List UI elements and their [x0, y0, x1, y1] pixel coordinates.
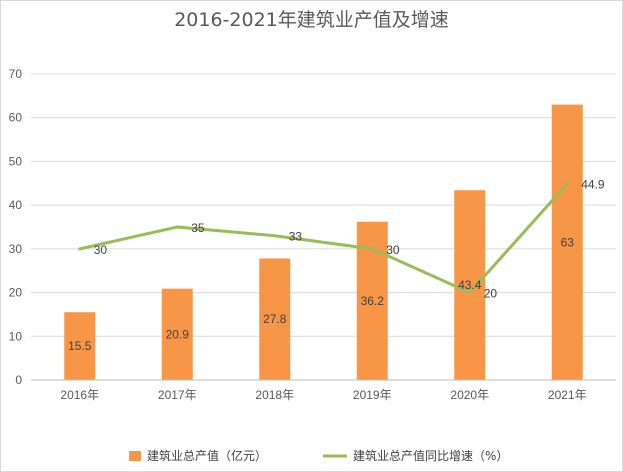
- legend-swatch-bar: [129, 451, 141, 461]
- legend-label-line: 建筑业总产值同比增速（%）: [353, 448, 508, 463]
- axis-layer: 0 10 20 30 40 50 60 70 2016年 2017年 2018年 2019年 2020年…: [9, 67, 616, 402]
- chart-title: 2016-2021年建筑业产值及增速: [174, 9, 449, 31]
- x-tick-label: 2016年: [60, 388, 99, 402]
- legend-label-bar: 建筑业总产值（亿元）: [147, 448, 267, 463]
- x-tick-label: 2021年: [548, 388, 587, 402]
- line-value-label: 20: [484, 287, 498, 301]
- bar-4: [454, 190, 486, 380]
- growth-point-2: [273, 234, 277, 238]
- label-layer: 15.5 20.9 27.8 36.2 43.4 63 30 35 33 30 20 44.9: [68, 178, 605, 353]
- line-value-label: 44.9: [581, 178, 605, 192]
- bar-value-label: 63: [561, 235, 575, 249]
- line-value-label: 30: [94, 243, 108, 257]
- line-value-label: 30: [386, 243, 400, 257]
- bar-layer: [64, 104, 583, 380]
- x-tick-label: 2018年: [255, 388, 294, 402]
- line-layer: [78, 182, 569, 295]
- bar-value-label: 15.5: [68, 339, 92, 353]
- legend-layer: 建筑业总产值（亿元） 建筑业总产值同比增速（%）: [129, 448, 508, 463]
- x-tick-label: 2020年: [450, 388, 489, 402]
- grid-layer: [31, 73, 616, 337]
- growth-line: [79, 182, 569, 295]
- growth-point-5: [565, 182, 569, 186]
- bar-2: [259, 258, 291, 380]
- growth-point-0: [78, 247, 82, 251]
- bar-value-label: 20.9: [166, 327, 190, 341]
- y-tick-label: 40: [9, 198, 23, 212]
- y-tick-label: 20: [9, 286, 23, 300]
- growth-point-3: [370, 247, 374, 251]
- growth-point-4: [468, 291, 472, 295]
- line-value-label: 33: [289, 230, 303, 244]
- bar-value-label: 27.8: [263, 312, 287, 326]
- growth-point-1: [175, 225, 179, 229]
- bar-value-label: 43.4: [458, 278, 482, 292]
- y-tick-label: 10: [9, 329, 23, 343]
- bar-value-label: 36.2: [361, 294, 385, 308]
- bar-0: [64, 312, 96, 380]
- y-tick-label: 30: [9, 242, 23, 256]
- y-tick-label: 0: [15, 373, 22, 387]
- x-tick-label: 2019年: [353, 388, 392, 402]
- y-tick-label: 50: [9, 154, 23, 168]
- y-tick-label: 60: [9, 111, 23, 125]
- y-tick-label: 70: [9, 67, 23, 81]
- line-value-label: 35: [191, 221, 205, 235]
- x-tick-label: 2017年: [158, 388, 197, 402]
- bar-1: [161, 288, 193, 380]
- bar-5: [551, 104, 583, 380]
